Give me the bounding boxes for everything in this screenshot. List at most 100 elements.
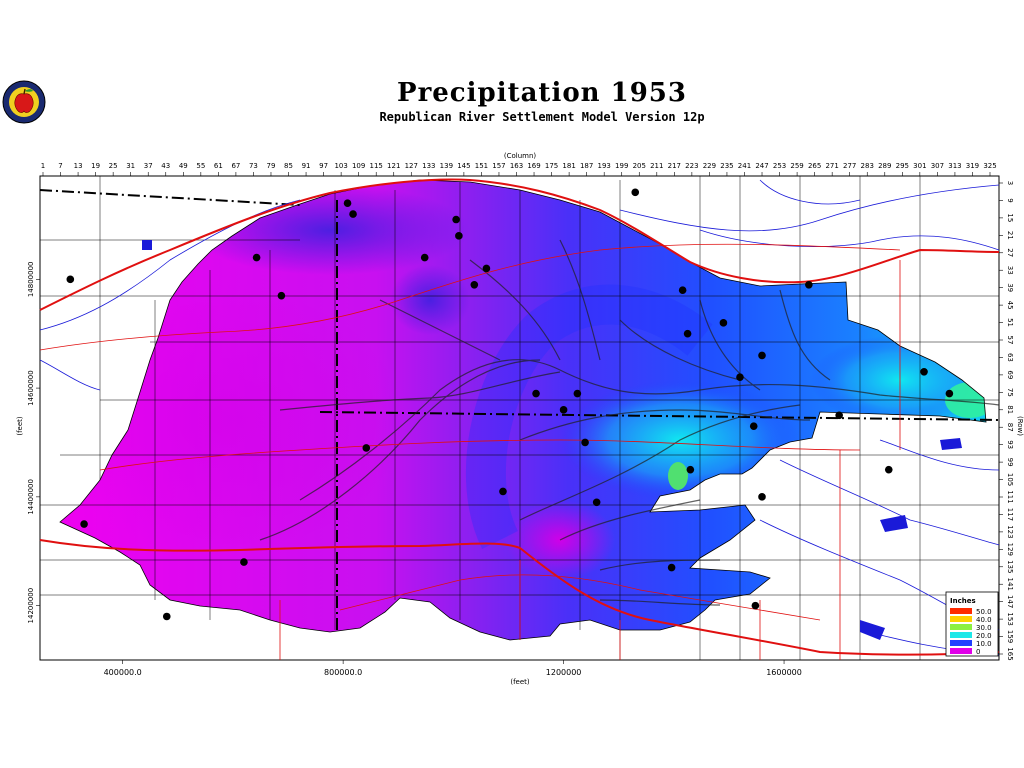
column-tick-label: 211 xyxy=(650,162,663,170)
y-tick-label: 14400000 xyxy=(27,479,35,515)
weather-station-point xyxy=(573,389,582,398)
weather-station-point xyxy=(277,291,286,300)
column-tick-label: 19 xyxy=(91,162,100,170)
weather-station-point xyxy=(805,280,813,289)
column-tick-label: 139 xyxy=(440,162,453,170)
column-tick-label: 247 xyxy=(755,162,768,170)
weather-station-point xyxy=(835,411,843,420)
chart-subtitle: Republican River Settlement Model Versio… xyxy=(379,110,705,124)
row-tick-label: 45 xyxy=(1006,301,1014,310)
chart-title: Precipitation 1953 xyxy=(397,78,687,108)
weather-station-point xyxy=(920,367,928,376)
column-tick-label: 295 xyxy=(896,162,909,170)
y-tick-label: 14200000 xyxy=(27,588,35,624)
weather-station-point xyxy=(758,351,766,360)
row-tick-label: 93 xyxy=(1006,440,1014,449)
roads xyxy=(39,178,1000,660)
column-tick-label: 319 xyxy=(966,162,979,170)
column-tick-label: 193 xyxy=(597,162,610,170)
column-tick-label: 79 xyxy=(267,162,276,170)
column-tick-label: 43 xyxy=(161,162,170,170)
column-tick-label: 199 xyxy=(615,162,628,170)
column-tick-label: 217 xyxy=(668,162,681,170)
column-tick-label: 313 xyxy=(948,162,961,170)
row-tick-label: 51 xyxy=(1006,318,1014,327)
weather-station-point xyxy=(945,389,954,398)
row-tick-label: 33 xyxy=(1006,266,1014,275)
row-tick-label: 111 xyxy=(1006,490,1014,503)
weather-station-point xyxy=(736,373,744,382)
column-tick-label: 103 xyxy=(334,162,347,170)
column-tick-label: 1 xyxy=(41,162,45,170)
row-axis: 3915212733394551576369758187939910511111… xyxy=(999,181,1014,661)
column-tick-label: 205 xyxy=(633,162,646,170)
weather-station-point xyxy=(678,286,687,295)
legend-entry-label: 20.0 xyxy=(976,632,992,640)
column-tick-label: 241 xyxy=(738,162,751,170)
weather-station-point xyxy=(559,406,568,414)
column-tick-label: 235 xyxy=(720,162,733,170)
legend-entry-label: 50.0 xyxy=(976,608,992,616)
column-tick-label: 31 xyxy=(126,162,135,170)
weather-station-point xyxy=(683,329,692,338)
weather-station-point xyxy=(162,612,171,621)
column-tick-label: 307 xyxy=(931,162,944,170)
column-tick-label: 163 xyxy=(510,162,523,170)
row-tick-label: 159 xyxy=(1006,630,1014,643)
column-tick-label: 109 xyxy=(352,162,365,170)
row-tick-label: 9 xyxy=(1006,198,1014,202)
legend-entry-label: 40.0 xyxy=(976,616,992,624)
legend-swatch xyxy=(950,632,972,638)
column-tick-label: 7 xyxy=(58,162,62,170)
x-axis: 400000.0 800000.0 1200000 1600000 xyxy=(104,660,802,677)
column-tick-label: 37 xyxy=(144,162,153,170)
weather-station-point xyxy=(532,389,540,398)
row-tick-label: 57 xyxy=(1006,336,1014,345)
column-tick-label: 13 xyxy=(74,162,83,170)
station-layer xyxy=(66,188,954,621)
legend-swatch xyxy=(950,608,972,614)
weather-station-point xyxy=(470,280,479,289)
column-tick-label: 49 xyxy=(179,162,188,170)
legend-entry-label: 0 xyxy=(976,648,980,656)
column-tick-label: 301 xyxy=(913,162,926,170)
column-tick-label: 253 xyxy=(773,162,786,170)
column-tick-label: 25 xyxy=(109,162,118,170)
column-tick-label: 265 xyxy=(808,162,821,170)
x-tick-label: 400000.0 xyxy=(104,668,142,677)
weather-station-point xyxy=(455,232,463,240)
county-lines xyxy=(40,176,999,660)
x-tick-label: 1600000 xyxy=(766,668,802,677)
column-tick-label: 61 xyxy=(214,162,223,170)
y-tick-label: 14800000 xyxy=(27,262,35,298)
column-tick-label: 325 xyxy=(983,162,996,170)
row-tick-label: 147 xyxy=(1006,595,1014,608)
apple-seal-icon xyxy=(2,80,46,124)
stream-cells xyxy=(259,239,1000,606)
row-tick-label: 105 xyxy=(1006,473,1014,486)
column-tick-label: 229 xyxy=(703,162,716,170)
legend-swatch xyxy=(950,624,972,630)
column-tick-label: 289 xyxy=(878,162,891,170)
row-tick-label: 63 xyxy=(1006,353,1014,362)
row-tick-label: 117 xyxy=(1006,508,1014,521)
column-tick-label: 283 xyxy=(861,162,874,170)
weather-station-point xyxy=(751,601,760,610)
x-tick-label: 800000.0 xyxy=(324,668,362,677)
column-axis: 1 7 13 19 25 31 37 43 49 55 61 67 73 79 85 91 97 103 109 11… xyxy=(41,162,997,176)
weather-station-point xyxy=(749,422,758,430)
x-tick-label: 1200000 xyxy=(546,668,582,677)
weather-station-point xyxy=(252,253,261,262)
row-tick-label: 87 xyxy=(1006,423,1014,432)
column-tick-label: 55 xyxy=(196,162,205,170)
weather-station-point xyxy=(719,319,728,327)
column-tick-label: 151 xyxy=(475,162,488,170)
column-tick-label: 187 xyxy=(580,162,593,170)
column-tick-label: 67 xyxy=(231,162,240,170)
row-tick-label: 69 xyxy=(1006,370,1014,379)
weather-station-point xyxy=(499,487,507,496)
legend-title: Inches xyxy=(950,597,976,605)
column-tick-label: 133 xyxy=(422,162,435,170)
row-tick-label: 21 xyxy=(1006,231,1014,240)
